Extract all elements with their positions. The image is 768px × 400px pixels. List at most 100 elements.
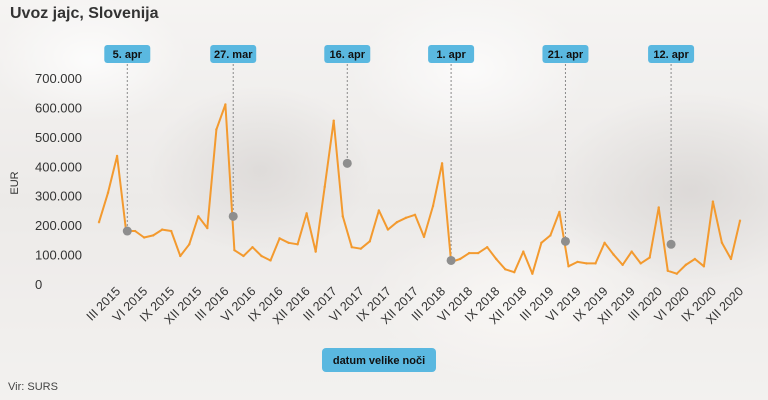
- data-point: [413, 213, 417, 217]
- easter-flag: [210, 45, 257, 63]
- data-point: [404, 216, 408, 219]
- easter-flag: [542, 45, 589, 63]
- data-point: [504, 268, 507, 271]
- data-point: [350, 246, 353, 249]
- data-point: [269, 259, 272, 262]
- data-point: [720, 241, 724, 244]
- y-tick-label: 200.000: [35, 218, 82, 233]
- data-point: [585, 262, 588, 265]
- data-point: [603, 241, 606, 244]
- data-point: [684, 263, 688, 267]
- x-axis-label: datum velike noči: [333, 355, 425, 367]
- data-point: [287, 241, 290, 244]
- data-point: [458, 257, 462, 261]
- data-point: [486, 246, 489, 249]
- easter-flag: [648, 45, 695, 63]
- data-point: [639, 262, 642, 265]
- data-point: [160, 228, 164, 231]
- chart-title: Uvoz jajc, Slovenija: [10, 5, 159, 22]
- data-point: [648, 256, 651, 259]
- data-point: [513, 271, 516, 274]
- data-point: [476, 251, 480, 255]
- data-point: [386, 228, 390, 231]
- data-point: [359, 247, 363, 250]
- data-point: [729, 257, 733, 261]
- data-point: [630, 250, 633, 253]
- data-point: [594, 262, 597, 265]
- data-point: [522, 250, 525, 253]
- easter-flag-label: 5. apr: [113, 49, 143, 61]
- data-point: [142, 236, 146, 239]
- easter-flag-label: 1. apr: [436, 49, 466, 61]
- series-line: [98, 103, 741, 275]
- data-point: [260, 254, 263, 258]
- y-tick-label: 500.000: [35, 130, 82, 145]
- easter-marker-dot: [228, 211, 238, 221]
- data-point: [531, 272, 534, 275]
- data-point: [115, 154, 119, 158]
- data-point: [179, 254, 182, 258]
- easter-marker-dot: [342, 158, 352, 168]
- y-tick-label: 100.000: [35, 248, 82, 263]
- x-axis-label-badge: [322, 348, 436, 372]
- data-point: [702, 265, 706, 268]
- data-point: [341, 215, 344, 218]
- data-point: [251, 246, 254, 249]
- data-point: [576, 260, 579, 264]
- y-tick-label: 700.000: [35, 71, 82, 86]
- data-point: [467, 251, 471, 255]
- data-point: [495, 257, 498, 261]
- data-point: [323, 185, 326, 189]
- data-point: [296, 243, 299, 246]
- data-point: [675, 272, 679, 275]
- easter-flag: [104, 45, 151, 63]
- data-point: [278, 237, 281, 240]
- source-note: Vir: SURS: [8, 381, 58, 393]
- easter-flag: [324, 45, 371, 63]
- data-point: [206, 226, 209, 230]
- data-point: [305, 212, 308, 215]
- easter-marker-dot: [666, 239, 676, 249]
- data-point: [558, 210, 561, 214]
- easter-marker-dot: [122, 226, 132, 236]
- data-point: [233, 248, 236, 252]
- easter-flag-label: 21. apr: [548, 49, 584, 61]
- data-point: [377, 209, 381, 212]
- y-tick-label: 0: [35, 277, 42, 292]
- data-point: [567, 265, 570, 268]
- data-point: [151, 234, 155, 237]
- data-point: [332, 119, 335, 122]
- data-point: [314, 250, 317, 253]
- data-point: [395, 221, 399, 224]
- data-point: [368, 240, 372, 243]
- data-point: [612, 253, 615, 256]
- y-tick-label: 300.000: [35, 189, 82, 204]
- data-point: [738, 219, 742, 222]
- data-point: [657, 206, 660, 209]
- easter-marker-dot: [446, 255, 456, 265]
- data-point: [666, 269, 669, 272]
- data-point: [197, 215, 200, 218]
- easter-flag-label: 27. mar: [214, 49, 253, 61]
- data-point: [215, 128, 218, 131]
- data-point: [549, 234, 552, 237]
- data-point: [540, 241, 543, 244]
- y-tick-label: 400.000: [35, 159, 82, 174]
- data-point: [106, 191, 110, 194]
- data-point: [242, 254, 245, 258]
- easter-marker-dot: [560, 236, 570, 246]
- data-point: [224, 103, 227, 106]
- data-point: [621, 263, 624, 267]
- data-point: [170, 229, 173, 233]
- easter-flag: [428, 45, 475, 63]
- data-point: [97, 221, 101, 224]
- data-point: [431, 204, 435, 208]
- data-point: [188, 243, 191, 246]
- data-point: [711, 200, 715, 203]
- data-point: [440, 162, 444, 165]
- easter-flag-label: 12. apr: [653, 49, 689, 61]
- data-point: [693, 257, 697, 261]
- data-point: [422, 235, 426, 239]
